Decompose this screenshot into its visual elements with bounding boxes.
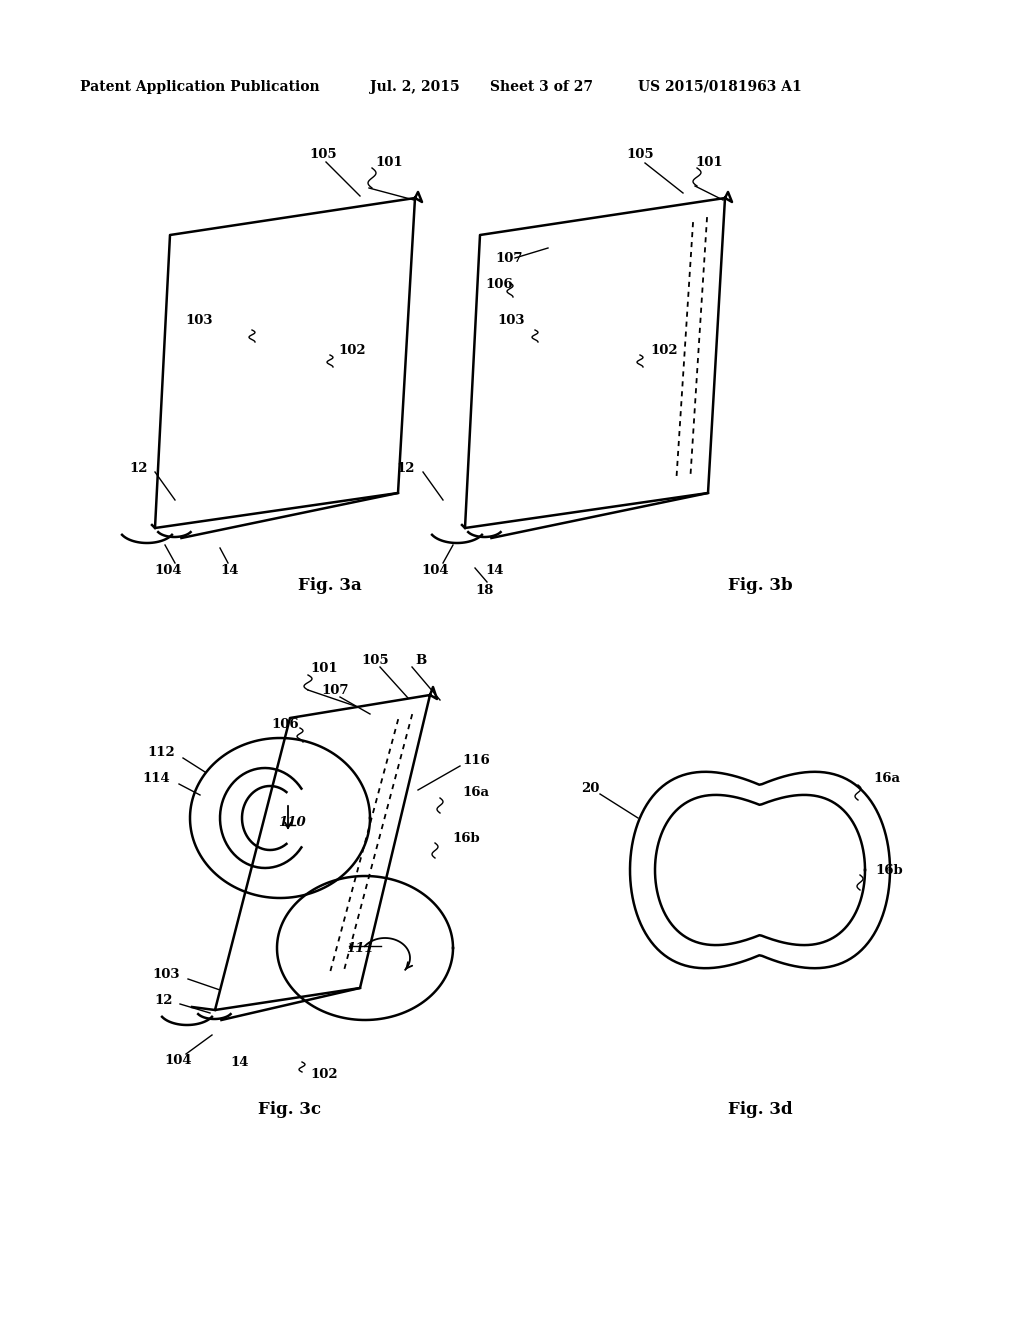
Text: 101: 101 [375, 156, 402, 169]
Text: Jul. 2, 2015: Jul. 2, 2015 [370, 81, 460, 94]
Text: 102: 102 [310, 1068, 338, 1081]
Text: 104: 104 [164, 1053, 191, 1067]
Text: 114: 114 [142, 771, 170, 784]
Text: 18: 18 [476, 583, 495, 597]
Text: 107: 107 [495, 252, 522, 264]
Text: 20: 20 [581, 781, 599, 795]
Text: 106: 106 [485, 279, 513, 292]
Text: Patent Application Publication: Patent Application Publication [80, 81, 319, 94]
Text: 12: 12 [396, 462, 415, 474]
Text: 12: 12 [155, 994, 173, 1006]
Text: 107: 107 [322, 684, 349, 697]
Text: Sheet 3 of 27: Sheet 3 of 27 [490, 81, 593, 94]
Text: 103: 103 [498, 314, 525, 326]
Text: Fig. 3a: Fig. 3a [298, 577, 361, 594]
Text: Fig. 3d: Fig. 3d [728, 1101, 793, 1118]
Text: 103: 103 [153, 969, 180, 982]
Text: 105: 105 [627, 149, 653, 161]
Text: 106: 106 [271, 718, 299, 731]
Text: Fig. 3b: Fig. 3b [728, 577, 793, 594]
Text: B: B [415, 653, 426, 667]
Text: 102: 102 [650, 343, 678, 356]
Text: 16a: 16a [873, 771, 900, 784]
Text: 110: 110 [279, 817, 306, 829]
Text: 102: 102 [338, 343, 366, 356]
Text: 16a: 16a [462, 787, 489, 800]
Text: Fig. 3c: Fig. 3c [258, 1101, 322, 1118]
Text: 105: 105 [361, 653, 389, 667]
Text: 101: 101 [695, 156, 723, 169]
Text: 112: 112 [147, 746, 175, 759]
Text: 14: 14 [485, 564, 504, 577]
Text: 14: 14 [230, 1056, 249, 1068]
Text: 101: 101 [310, 661, 338, 675]
Text: 104: 104 [155, 564, 182, 577]
Text: 16b: 16b [452, 832, 480, 845]
Text: 14: 14 [221, 564, 240, 577]
Text: 12: 12 [129, 462, 148, 474]
Text: 104: 104 [421, 564, 449, 577]
Text: 103: 103 [185, 314, 213, 326]
Text: 16b: 16b [874, 863, 903, 876]
Text: 116: 116 [462, 754, 489, 767]
Text: 111: 111 [346, 941, 374, 954]
Text: 105: 105 [309, 149, 337, 161]
Text: US 2015/0181963 A1: US 2015/0181963 A1 [638, 81, 802, 94]
